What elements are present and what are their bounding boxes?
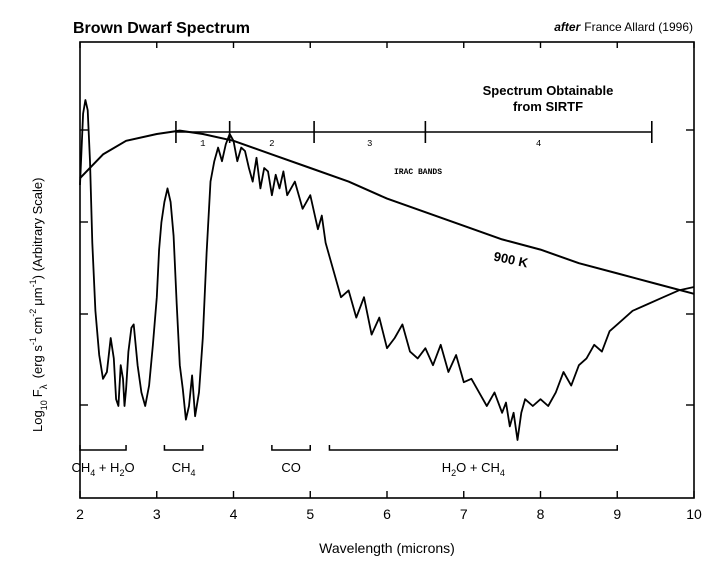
chart-title: Brown Dwarf Spectrum bbox=[73, 20, 250, 37]
ylabel-units-c: μm bbox=[30, 287, 45, 305]
absorption-label-subscript: 4 bbox=[190, 468, 195, 478]
irac-bands-bar: 1 2 3 4 bbox=[175, 121, 653, 149]
ylabel-F: F bbox=[30, 389, 45, 397]
ylabel-units-b: cm bbox=[30, 317, 45, 334]
ylabel-exp-neg2: -2 bbox=[28, 309, 38, 317]
absorption-bracket bbox=[79, 445, 127, 451]
blackbody-label: 900 K bbox=[492, 249, 530, 271]
x-tick-label: 6 bbox=[383, 506, 391, 522]
credit-rest: France Allard (1996) bbox=[584, 20, 693, 34]
x-tick-label: 3 bbox=[153, 506, 161, 522]
absorption-label-text: CH bbox=[71, 460, 90, 475]
absorption-bracket bbox=[163, 445, 204, 451]
absorption-bracket bbox=[271, 445, 311, 451]
absorption-label-text: O + CH bbox=[456, 460, 500, 475]
x-axis-label: Wavelength (microns) bbox=[319, 540, 455, 556]
absorption-label-text: CH bbox=[172, 460, 191, 475]
absorption-label-subscript: 2 bbox=[451, 468, 456, 478]
sirtf-label-line1: Spectrum Obtainable bbox=[483, 83, 614, 98]
x-tick-label: 4 bbox=[230, 506, 238, 522]
ylabel-exp-neg1: -1 bbox=[28, 337, 38, 345]
ylabel-units-d: ) (Arbitrary Scale) bbox=[30, 178, 45, 280]
blackbody-900k-curve bbox=[79, 129, 695, 295]
ylabel-prefix: Log bbox=[30, 410, 45, 432]
sirtf-label-line2: from SIRTF bbox=[513, 99, 583, 114]
absorption-bands: CH4 + H2O CH4 CO H2O + CH4 bbox=[71, 445, 618, 478]
ylabel-units-a: (erg s bbox=[30, 345, 45, 379]
ylabel-log-sub: 10 bbox=[39, 400, 49, 410]
absorption-label: CH4 + H2O bbox=[71, 460, 134, 478]
spectrum-line bbox=[79, 99, 695, 441]
absorption-label: H2O + CH4 bbox=[442, 460, 505, 478]
x-tick-label: 10 bbox=[686, 506, 702, 522]
irac-bands-label: IRAC BANDS bbox=[394, 168, 442, 177]
absorption-label-subscript: 4 bbox=[90, 468, 95, 478]
x-axis-ticks: 2 3 4 5 6 7 8 9 10 bbox=[76, 42, 702, 522]
x-tick-label: 7 bbox=[460, 506, 468, 522]
x-tick-label: 2 bbox=[76, 506, 84, 522]
absorption-label-text: CO bbox=[281, 460, 301, 475]
absorption-label-subscript: 4 bbox=[500, 468, 505, 478]
irac-band-number: 4 bbox=[536, 139, 541, 149]
series-layer bbox=[79, 99, 695, 441]
ylabel-lambda-sub: λ bbox=[39, 384, 50, 389]
y-axis-label: Log10Fλ(erg s-1cm-2μm-1) (Arbitrary Scal… bbox=[28, 178, 50, 432]
absorption-label-text: + H bbox=[95, 460, 119, 475]
absorption-label-text: H bbox=[442, 460, 451, 475]
absorption-label: CO bbox=[281, 460, 301, 475]
credit-italic: after bbox=[554, 20, 581, 34]
absorption-label: CH4 bbox=[172, 460, 196, 478]
irac-band-number: 2 bbox=[269, 139, 274, 149]
credit-text: after France Allard (1996) bbox=[554, 20, 693, 34]
irac-band-number: 1 bbox=[200, 139, 205, 149]
x-tick-label: 8 bbox=[537, 506, 545, 522]
absorption-label-text: O bbox=[124, 460, 134, 475]
absorption-label-subscript: 2 bbox=[119, 468, 124, 478]
x-tick-label: 5 bbox=[306, 506, 314, 522]
absorption-bracket bbox=[328, 445, 618, 451]
x-tick-label: 9 bbox=[613, 506, 621, 522]
irac-band-number: 3 bbox=[367, 139, 372, 149]
y-axis-ticks bbox=[80, 129, 694, 406]
ylabel-exp-neg1-b: -1 bbox=[28, 279, 38, 287]
